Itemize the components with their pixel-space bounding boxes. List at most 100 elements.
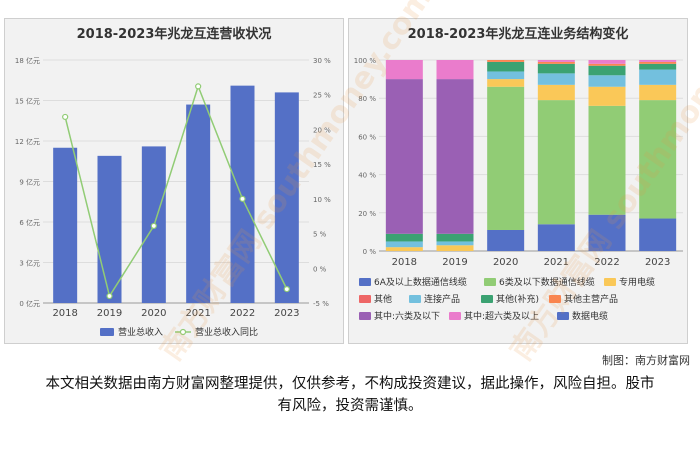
x-tick-label: 2021 — [185, 308, 210, 319]
revenue-bar — [53, 147, 78, 303]
yoy-point — [239, 195, 246, 202]
stack-segment — [639, 84, 677, 101]
structure-chart-panel: 2018-2023年兆龙互连业务结构变化 0 % 20 % 40 % 60 % 80 %… — [348, 18, 688, 344]
legend-label: 专用电缆 — [619, 276, 655, 288]
stack-segment — [537, 73, 575, 85]
stack-segment — [639, 61, 677, 64]
stack-segment — [639, 63, 677, 70]
stack-segment — [436, 233, 474, 242]
x-tick-label: 2020 — [493, 257, 518, 268]
structure-chart: 0 % 20 % 40 % 60 % 80 % 100 % 2018 2019 2020 2021… — [354, 57, 683, 322]
y-axis-tick: 80 % — [358, 95, 376, 103]
right-axis-tick: -5 % — [313, 300, 329, 308]
stack-segment — [588, 86, 626, 106]
right-axis-tick: 0 % — [313, 265, 327, 273]
stack-segment — [537, 61, 575, 64]
legend-label: 数据电缆 — [572, 310, 608, 322]
legend-label-revenue: 营业总收入 — [118, 326, 163, 338]
left-axis-tick: 18 亿元 — [15, 56, 40, 65]
legend-label: 其中:六类及以下 — [374, 310, 440, 322]
legend-swatch — [449, 312, 461, 320]
right-axis-tick: 20 % — [313, 126, 331, 134]
legend-label: 6类及以下数据通信线缆 — [499, 276, 595, 288]
legend-swatch — [359, 295, 371, 303]
legend-swatch — [359, 312, 371, 320]
stack-segment — [588, 214, 626, 251]
y-axis-tick: 40 % — [358, 172, 376, 180]
stack-segment — [436, 245, 474, 251]
y-axis-tick: 60 % — [358, 133, 376, 141]
x-tick-label: 2018 — [392, 257, 417, 268]
x-tick-label: 2018 — [52, 308, 77, 319]
stack-segment — [588, 75, 626, 87]
stack-segment — [385, 60, 423, 80]
revenue-bar — [97, 155, 122, 303]
legend-swatch — [604, 278, 616, 286]
stack-segment — [385, 233, 423, 242]
x-tick-label: 2020 — [141, 308, 166, 319]
stack-segment — [537, 84, 575, 101]
legend-label: 其中:超六类及以上 — [464, 310, 539, 322]
right-axis-tick: 30 % — [313, 57, 331, 65]
revenue-chart-panel: 2018-2023年兆龙互连营收状况 0 亿元 3 亿元 6 亿元 9 亿元 12 亿元… — [4, 18, 344, 344]
yoy-point — [283, 286, 290, 293]
left-axis-tick: 3 亿元 — [19, 259, 40, 268]
legend-label: 其他主营产品 — [564, 293, 618, 305]
stack-segment — [487, 61, 525, 72]
y-axis-tick: 100 % — [354, 57, 377, 65]
right-axis-tick: 5 % — [313, 231, 327, 239]
left-axis-tick: 0 亿元 — [19, 299, 40, 308]
chart-credit: 制图：南方财富网 — [602, 354, 690, 367]
stack-segment — [639, 218, 677, 251]
yoy-point — [62, 113, 69, 121]
stack-segment — [588, 63, 626, 66]
legend-swatch — [484, 278, 496, 286]
yoy-point — [195, 83, 202, 90]
legend-label: 其他 — [374, 293, 392, 305]
legend-label: 连接产品 — [424, 293, 460, 305]
structure-chart-title: 2018-2023年兆龙互连业务结构变化 — [407, 27, 629, 42]
stack-segment — [385, 79, 423, 234]
legend-swatch — [409, 295, 421, 303]
stack-segment — [385, 247, 423, 251]
stack-segment — [639, 69, 677, 85]
legend-label: 其他(补充) — [496, 293, 539, 305]
x-tick-label: 2019 — [97, 308, 122, 319]
yoy-point — [106, 292, 113, 300]
revenue-chart-title: 2018-2023年兆龙互连营收状况 — [76, 27, 272, 42]
stack-segment — [588, 60, 626, 64]
left-axis-tick: 15 亿元 — [15, 97, 40, 106]
stack-segment — [436, 60, 474, 80]
revenue-bar — [186, 104, 211, 303]
legend-swatch-revenue — [100, 328, 114, 336]
right-axis-tick: 10 % — [313, 196, 331, 204]
legend-swatch — [359, 278, 371, 286]
right-axis-tick: 25 % — [313, 92, 331, 100]
stack-segment — [487, 79, 525, 87]
right-axis-tick: 15 % — [313, 161, 331, 169]
stack-segment — [487, 86, 525, 230]
stack-segment — [487, 71, 525, 80]
legend-label: 6A及以上数据通信线缆 — [374, 276, 467, 288]
left-axis-tick: 12 亿元 — [15, 137, 40, 146]
y-axis-tick: 20 % — [358, 210, 376, 218]
left-axis-tick: 6 亿元 — [19, 218, 40, 227]
stack-segment — [487, 229, 525, 251]
stack-segment — [436, 241, 474, 246]
y-axis-tick: 0 % — [363, 248, 377, 256]
stack-segment — [537, 224, 575, 251]
stack-segment — [436, 79, 474, 234]
stack-segment — [537, 100, 575, 225]
legend-swatch — [481, 295, 493, 303]
stack-segment — [639, 60, 677, 62]
stack-segment — [537, 63, 575, 74]
stack-segment — [487, 60, 525, 62]
stack-segment — [537, 60, 575, 62]
yoy-point — [150, 222, 157, 230]
stack-segment — [385, 241, 423, 248]
x-tick-label: 2023 — [274, 308, 299, 319]
stack-segment — [639, 100, 677, 219]
x-tick-label: 2019 — [442, 257, 467, 268]
x-tick-label: 2023 — [645, 257, 670, 268]
stack-segment — [588, 65, 626, 76]
